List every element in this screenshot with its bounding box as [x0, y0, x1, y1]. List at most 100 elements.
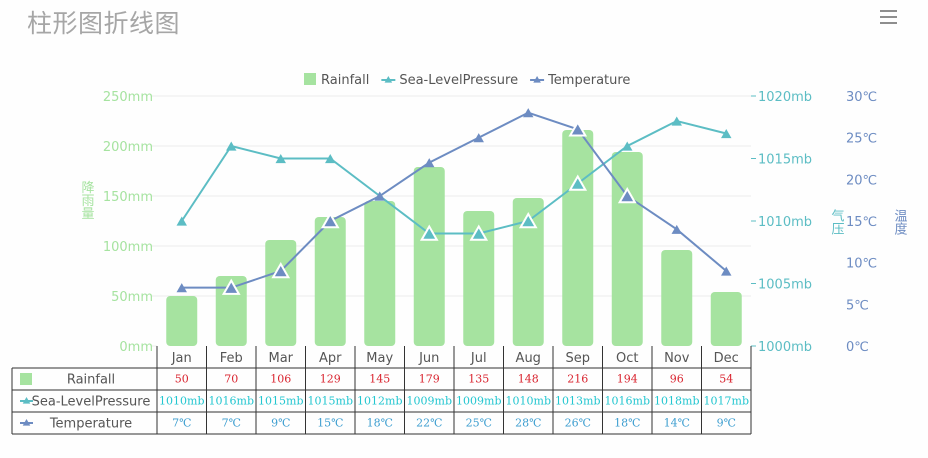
- legend-item[interactable]: Rainfall: [304, 73, 369, 88]
- rainfall-bar: [265, 240, 297, 346]
- pressure-axis-tick-label: 1005mb: [758, 278, 812, 293]
- temperature-line: [181, 111, 727, 289]
- rainfall-axis-tick-label: 150mm: [103, 190, 153, 205]
- rainfall-axis-title: 降雨量: [79, 181, 95, 220]
- table-cell-value: 1016mb: [209, 395, 254, 408]
- table-cell-value: 14℃: [664, 417, 690, 430]
- rainfall-axis-tick-label: 0mm: [119, 340, 153, 355]
- table-cell-value: 145: [369, 373, 390, 386]
- data-point-marker: [671, 224, 682, 234]
- pressure-axis-tick-label: 1000mb: [758, 340, 812, 355]
- x-axis-tick-label: Mar: [268, 351, 293, 366]
- table-cell-value: 129: [320, 373, 341, 386]
- rainfall-bars: [166, 130, 742, 346]
- pressure-axis-tick-label: 1015mb: [758, 153, 812, 168]
- hamburger-menu-icon[interactable]: [880, 10, 902, 26]
- rainfall-bar: [710, 292, 742, 346]
- data-point-marker: [176, 283, 187, 293]
- data-point-marker: [374, 191, 385, 201]
- legend-swatch-rainfall: [304, 73, 316, 85]
- table-cell-value: 28℃: [515, 417, 541, 430]
- table-cell-value: 70: [224, 373, 238, 386]
- table-cell-value: 1015mb: [258, 395, 303, 408]
- rainfall-bar: [364, 201, 396, 346]
- table-cell-value: 1015mb: [308, 395, 353, 408]
- temperature-axis-title: 温度: [892, 209, 908, 235]
- table-row-label: Temperature: [49, 417, 132, 432]
- data-point-marker: [473, 133, 484, 143]
- x-axis-tick-label: May: [366, 351, 393, 366]
- grid-lines: [157, 95, 751, 297]
- legend-label: Sea-LevelPressure: [399, 73, 518, 88]
- legend-label: Temperature: [547, 73, 630, 88]
- table-cell-value: 9℃: [271, 417, 290, 430]
- table-cell-value: 1012mb: [357, 395, 402, 408]
- data-point-marker: [568, 120, 588, 137]
- pressure-axis-tick-label: 1010mb: [758, 215, 812, 230]
- table-cell-value: 1018mb: [654, 395, 699, 408]
- x-axis-tick-label: Jul: [470, 351, 487, 366]
- line-series: [176, 108, 732, 295]
- rainfall-bar: [562, 130, 594, 346]
- data-point-marker: [176, 216, 187, 226]
- temperature-axis-tick-label: 10℃: [846, 257, 877, 272]
- x-axis-tick-label: Oct: [616, 351, 638, 366]
- table-row-label: Sea-LevelPressure: [32, 395, 151, 410]
- table-swatch-rainfall: [20, 373, 32, 385]
- legend-item[interactable]: Sea-LevelPressure: [381, 73, 518, 88]
- table-cell-value: 194: [617, 373, 638, 386]
- table-cell-value: 1010mb: [506, 395, 551, 408]
- table-cell-value: 96: [670, 373, 684, 386]
- table-cell-value: 216: [567, 373, 588, 386]
- triangle-marker-icon: [533, 76, 541, 83]
- data-point-marker: [721, 129, 732, 139]
- axes: 0mm 50mm 100mm 150mm 200mm 250mm 降雨量 1000mb 1005…: [79, 90, 908, 355]
- table-cell-value: 1016mb: [605, 395, 650, 408]
- data-point-marker: [226, 141, 237, 151]
- data-point-marker: [419, 224, 439, 241]
- table-cell-value: 9℃: [717, 417, 736, 430]
- table-cell-value: 1013mb: [555, 395, 600, 408]
- table-cell-value: 1009mb: [456, 395, 501, 408]
- x-axis-tick-label: Apr: [319, 351, 342, 366]
- data-point-marker: [523, 108, 534, 118]
- rainfall-axis-tick-label: 200mm: [103, 140, 153, 155]
- table-cell-value: 18℃: [614, 417, 640, 430]
- rainfall-axis-tick-label: 100mm: [103, 240, 153, 255]
- data-point-marker: [568, 174, 588, 191]
- rainfall-bar: [661, 250, 693, 346]
- table-cell-value: 15℃: [317, 417, 343, 430]
- x-axis-tick-label: Jun: [418, 351, 439, 366]
- sea-levelpressure-line: [180, 119, 727, 235]
- temperature-axis-tick-label: 15℃: [846, 215, 877, 230]
- temperature-axis-tick-label: 30℃: [846, 90, 877, 105]
- x-axis-tick-label: Aug: [516, 351, 541, 366]
- data-point-marker: [518, 211, 538, 229]
- rainfall-axis-tick-label: 250mm: [103, 90, 153, 105]
- temperature-axis-tick-label: 0℃: [846, 340, 869, 355]
- data-point-marker: [424, 158, 435, 168]
- table-cell-value: 18℃: [367, 417, 393, 430]
- table-cell-value: 54: [719, 373, 733, 386]
- data-point-marker: [271, 261, 291, 279]
- table-cell-value: 1017mb: [704, 395, 749, 408]
- triangle-marker-icon: [22, 419, 31, 426]
- x-axis-tick-label: Sep: [565, 351, 590, 366]
- table-cell-value: 50: [175, 373, 189, 386]
- table-cell-value: 135: [468, 373, 489, 386]
- table-cell-value: 179: [419, 373, 440, 386]
- data-point-marker: [622, 141, 633, 151]
- x-axis-tick-label: Dec: [714, 351, 739, 366]
- temperature-axis-tick-label: 5℃: [846, 298, 869, 313]
- table-cell-value: 148: [518, 373, 539, 386]
- legend-item[interactable]: Temperature: [530, 73, 630, 88]
- table-cell-value: 25℃: [466, 417, 492, 430]
- temperature-axis-tick-label: 25℃: [846, 132, 877, 147]
- legend: Rainfall Sea-LevelPressure Temperature: [304, 73, 630, 88]
- table-cell-value: 7℃: [172, 417, 191, 430]
- table-row-label: Rainfall: [67, 373, 115, 388]
- temperature-axis-tick-label: 20℃: [846, 173, 877, 188]
- pressure-axis-tick-label: 1020mb: [758, 90, 812, 105]
- pressure-axis-title: 气压: [829, 208, 845, 235]
